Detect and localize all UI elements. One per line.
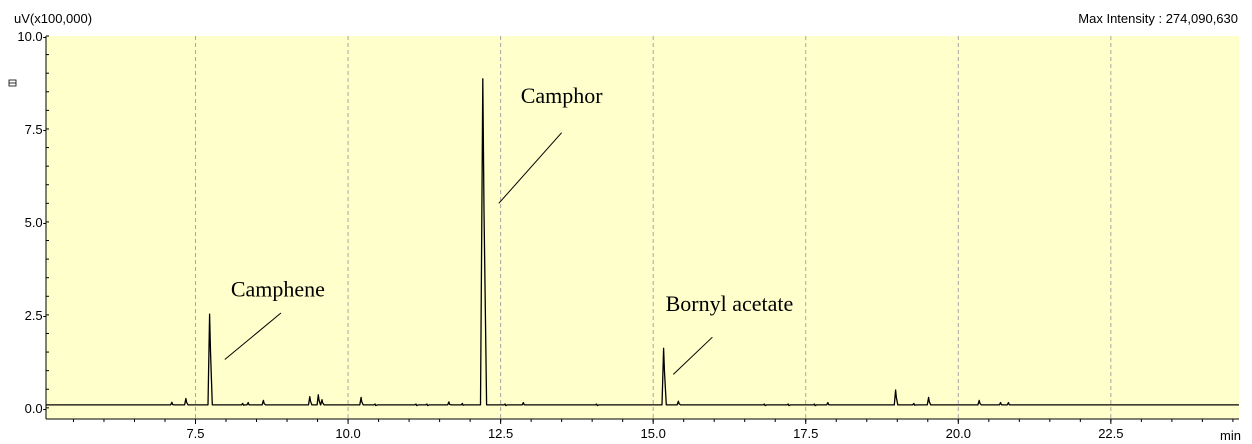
x-tick-label: 22.5 <box>1098 426 1123 441</box>
x-tick-label: 7.5 <box>186 426 204 441</box>
max-intensity-label: Max Intensity : 274,090,630 <box>1078 11 1238 26</box>
y-tick-label: 2.5- <box>25 308 47 323</box>
peak-annotation-label: Camphor <box>521 83 604 108</box>
x-tick-label: 15.0 <box>641 426 666 441</box>
annotation-leader-line <box>498 132 563 204</box>
annotation-leader-line <box>224 312 282 360</box>
x-tick-labels: 7.5 10.0 12.5 15.0 17.5 20.0 22.5 <box>186 419 1124 441</box>
chromatogram-trace <box>46 78 1239 407</box>
y-unit-label: uV(x100,000) <box>14 11 92 26</box>
peak-annotation-label: Camphene <box>231 276 325 301</box>
x-tick-label: 12.5 <box>488 426 513 441</box>
mini-icon <box>8 79 17 87</box>
x-tick-label: 17.5 <box>793 426 818 441</box>
y-tick-label: 10.0- <box>17 29 47 44</box>
vertical-gridlines <box>195 36 1112 419</box>
x-unit-label: min <box>1220 428 1241 443</box>
y-tick-labels: 0.0- 2.5- 5.0- 7.5- 10.0- <box>17 29 47 416</box>
y-tick-label: 5.0- <box>25 215 47 230</box>
peak-annotations: Camphene Camphor Bornyl acetate <box>224 83 794 375</box>
x-tick-label: 20.0 <box>946 426 971 441</box>
plot-area <box>46 36 1239 419</box>
y-tick-label: 0.0- <box>25 401 47 416</box>
annotation-leader-line <box>672 336 713 375</box>
y-tick-label: 7.5- <box>25 122 47 137</box>
peak-annotation-label: Bornyl acetate <box>666 291 794 316</box>
x-tick-label: 10.0 <box>335 426 360 441</box>
